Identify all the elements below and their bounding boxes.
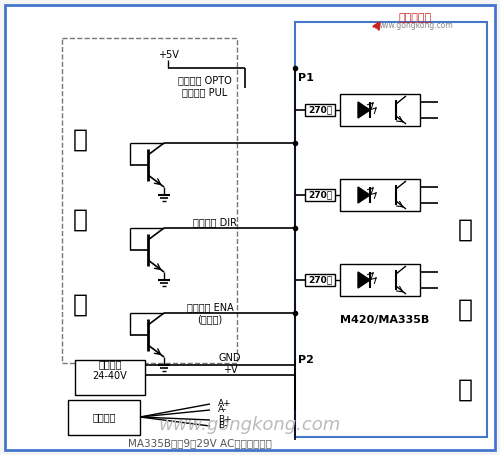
Text: www.gongkong.com: www.gongkong.com — [159, 416, 341, 434]
Text: 使能信号 ENA: 使能信号 ENA — [186, 302, 234, 312]
Text: P2: P2 — [298, 355, 314, 365]
Text: 方向信号 DIR: 方向信号 DIR — [193, 217, 237, 227]
Text: GND: GND — [219, 353, 241, 363]
Text: 270欧: 270欧 — [308, 275, 332, 284]
Text: www.gongkong.com: www.gongkong.com — [376, 21, 454, 30]
Bar — [305, 189, 335, 201]
Text: 中国工控网: 中国工控网 — [398, 13, 432, 23]
Text: P1: P1 — [298, 73, 314, 83]
Bar — [340, 264, 420, 296]
Text: 270欧: 270欧 — [308, 106, 332, 115]
Polygon shape — [358, 102, 370, 118]
Text: 光隔电源 OPTO: 光隔电源 OPTO — [178, 75, 232, 85]
Text: 制: 制 — [72, 208, 88, 232]
Bar — [340, 179, 420, 211]
Text: +5V: +5V — [158, 50, 178, 60]
Polygon shape — [358, 272, 370, 288]
Polygon shape — [358, 187, 370, 203]
Text: 270欧: 270欧 — [308, 191, 332, 199]
Text: (可悬空): (可悬空) — [198, 314, 222, 324]
Text: 步进电机: 步进电机 — [92, 412, 116, 422]
Bar — [68, 400, 140, 435]
Text: 器: 器 — [72, 293, 88, 317]
Text: A+: A+ — [218, 399, 232, 409]
Text: 器: 器 — [458, 378, 472, 402]
Bar — [75, 360, 145, 395]
Text: 动: 动 — [458, 298, 472, 322]
Text: +V: +V — [222, 365, 238, 375]
Text: 脉冲信号 PUL: 脉冲信号 PUL — [182, 87, 228, 97]
Bar — [340, 94, 420, 126]
Text: B+: B+ — [218, 415, 232, 425]
Bar — [295, 22, 487, 437]
Bar — [62, 38, 237, 363]
Text: A-: A- — [218, 405, 227, 415]
Text: B-: B- — [218, 421, 228, 430]
Bar — [305, 274, 335, 286]
Bar — [305, 104, 335, 116]
Text: 驱: 驱 — [458, 218, 472, 242]
Text: MA335B可用9～29V AC交流电源输入: MA335B可用9～29V AC交流电源输入 — [128, 438, 272, 448]
Text: 直流电源
24-40V: 直流电源 24-40V — [92, 359, 128, 381]
Text: M420/MA335B: M420/MA335B — [340, 315, 430, 325]
Text: 控: 控 — [72, 128, 88, 152]
